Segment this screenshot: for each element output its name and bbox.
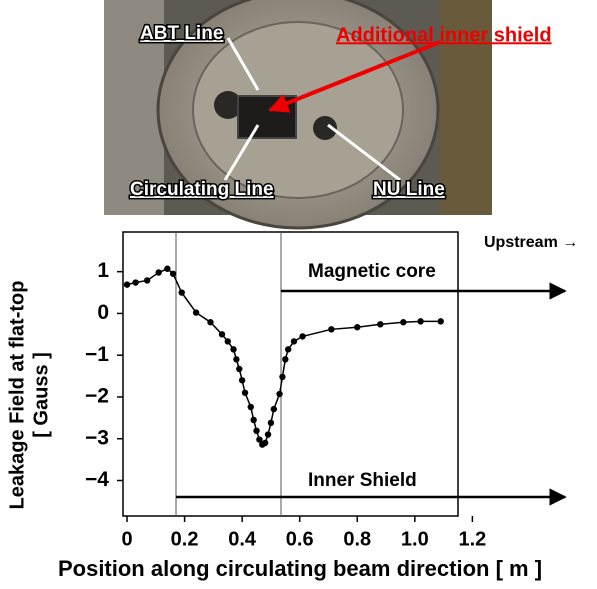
x-axis-title: Position along circulating beam directio…: [58, 556, 542, 581]
x-tick-label: 0: [121, 528, 132, 550]
figure: ABT Line Additional inner shield Circula…: [0, 0, 597, 584]
x-tick-label: 1.2: [458, 528, 486, 550]
photo-label: Additional inner shield: [336, 24, 552, 46]
data-point: [262, 440, 268, 446]
data-point: [285, 346, 291, 352]
data-point: [279, 374, 285, 380]
data-point: [271, 406, 277, 412]
data-point: [225, 338, 231, 344]
annotation: Upstream →: [484, 234, 578, 251]
data-point: [193, 309, 199, 315]
data-point: [248, 404, 254, 410]
data-point: [328, 326, 334, 332]
data-point: [253, 428, 259, 434]
data-point: [207, 319, 213, 325]
data-point: [268, 420, 274, 426]
data-point: [265, 431, 271, 437]
photo-label: NU Line: [373, 179, 445, 200]
photo: ABT Line Additional inner shield Circula…: [104, 0, 552, 228]
data-point: [236, 366, 242, 372]
y-axis-title: [ Gauss ]: [30, 352, 52, 438]
y-tick-label: −1: [85, 343, 109, 366]
y-tick-label: 1: [97, 259, 109, 282]
y-tick-label: 0: [97, 301, 109, 324]
y-tick-label: −2: [85, 385, 109, 408]
x-tick-label: 0.6: [286, 528, 314, 550]
photo-label: Circulating Line: [130, 179, 274, 200]
data-point: [155, 269, 161, 275]
data-point: [219, 331, 225, 337]
data-point: [230, 346, 236, 352]
data-point: [299, 333, 305, 339]
x-tick-label: 1.0: [401, 528, 429, 550]
data-point: [132, 279, 138, 285]
data-point: [377, 321, 383, 327]
data-point: [250, 417, 256, 423]
data-point: [164, 266, 170, 272]
x-tick-label: 0.8: [343, 528, 371, 550]
data-point: [124, 281, 130, 287]
y-axis-title: Leakage Field at flat-top: [6, 281, 28, 510]
data-point: [276, 391, 282, 397]
y-tick-label: −4: [85, 468, 109, 491]
data-point: [417, 318, 423, 324]
page: {"photo": {"labels": ["ABT Line", "Addit…: [0, 0, 597, 589]
data-point: [242, 390, 248, 396]
data-point: [233, 356, 239, 362]
data-point: [239, 377, 245, 383]
x-tick-label: 0.4: [228, 528, 257, 550]
x-tick-label: 0.2: [171, 528, 199, 550]
annotation: Inner Shield: [308, 470, 417, 491]
data-point: [354, 324, 360, 330]
data-point: [291, 338, 297, 344]
data-point: [170, 271, 176, 277]
annotation: Magnetic core: [308, 261, 436, 282]
y-tick-label: −3: [85, 426, 109, 449]
data-point: [400, 319, 406, 325]
data-point: [179, 289, 185, 295]
data-point: [144, 277, 150, 283]
data-point: [438, 318, 444, 324]
data-point: [282, 356, 288, 362]
photo-label: ABT Line: [140, 23, 223, 44]
